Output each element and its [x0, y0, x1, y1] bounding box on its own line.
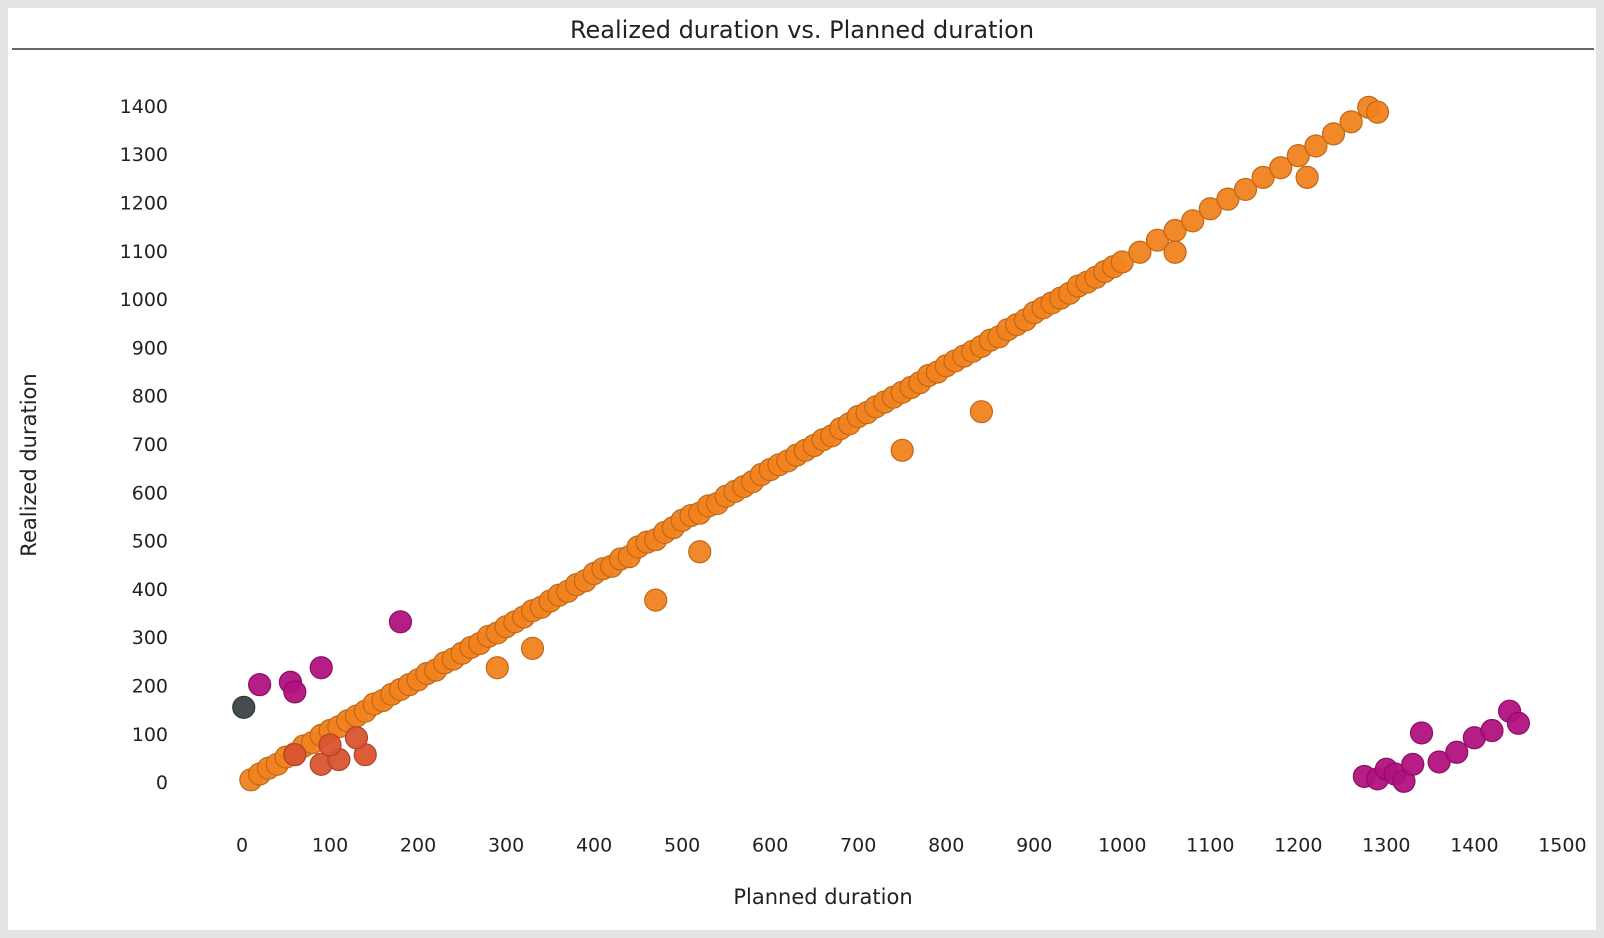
point — [1181, 209, 1205, 233]
x-tick-label: 1100 — [1186, 835, 1234, 857]
y-tick-label: 900 — [132, 337, 168, 359]
x-tick-label: 400 — [576, 835, 612, 857]
y-tick-label: 1000 — [120, 289, 168, 311]
chart-title: Realized duration vs. Planned duration — [570, 16, 1034, 44]
y-tick-label: 1400 — [120, 96, 168, 118]
point — [248, 673, 272, 697]
point — [1321, 122, 1346, 146]
x-tick-label: 0 — [236, 835, 248, 857]
point — [309, 656, 333, 680]
x-tick-label: 1000 — [1098, 835, 1146, 857]
point — [1295, 165, 1319, 189]
point — [485, 656, 509, 680]
x-tick-label: 800 — [928, 835, 964, 857]
point — [644, 588, 668, 612]
point — [1304, 134, 1328, 158]
y-tick-label: 100 — [132, 724, 168, 746]
point — [969, 400, 994, 424]
x-tick-label: 1500 — [1538, 835, 1586, 857]
y-tick-label: 700 — [132, 434, 168, 456]
x-tick-label: 600 — [752, 835, 788, 857]
point — [318, 733, 342, 757]
point — [1145, 228, 1170, 252]
y-tick-label: 1300 — [120, 144, 168, 166]
y-tick-label: 200 — [132, 676, 168, 698]
point — [1365, 100, 1390, 124]
y-tick-label: 0 — [156, 772, 168, 794]
point — [283, 743, 307, 767]
point — [1269, 156, 1293, 180]
point — [1409, 721, 1434, 745]
y-tick-label: 1100 — [120, 241, 168, 263]
x-tick-label: 300 — [488, 835, 524, 857]
point — [232, 695, 256, 719]
x-tick-label: 500 — [664, 835, 700, 857]
x-tick-label: 700 — [840, 835, 876, 857]
point — [520, 636, 545, 661]
y-tick-label: 800 — [132, 386, 168, 408]
point — [1163, 240, 1187, 264]
x-tick-label: 100 — [312, 835, 348, 857]
point — [890, 438, 914, 462]
point — [1445, 740, 1469, 764]
x-tick-label: 1200 — [1274, 835, 1322, 857]
point — [344, 726, 369, 750]
point — [1339, 110, 1363, 134]
point — [1128, 240, 1152, 264]
point — [1216, 187, 1240, 211]
x-tick-label: 1300 — [1362, 835, 1410, 857]
y-tick-label: 1200 — [120, 192, 168, 214]
point — [1198, 197, 1222, 221]
point — [1110, 250, 1134, 274]
point — [388, 610, 413, 634]
point — [688, 540, 712, 564]
point — [1251, 165, 1275, 189]
point — [283, 680, 307, 704]
point — [1401, 752, 1425, 776]
point — [1233, 177, 1258, 202]
y-tick-label: 300 — [132, 627, 168, 649]
x-tick-label: 900 — [1016, 835, 1052, 857]
point — [1286, 144, 1310, 168]
x-axis-label: Planned duration — [733, 885, 912, 909]
y-tick-label: 500 — [132, 531, 168, 553]
x-tick-label: 1400 — [1450, 835, 1498, 857]
y-axis-label: Realized duration — [17, 373, 41, 556]
y-tick-label: 600 — [132, 482, 168, 504]
x-tick-label: 200 — [400, 835, 436, 857]
y-tick-label: 400 — [132, 579, 168, 601]
point — [1480, 718, 1504, 743]
point — [1427, 750, 1451, 774]
point — [1506, 711, 1530, 735]
